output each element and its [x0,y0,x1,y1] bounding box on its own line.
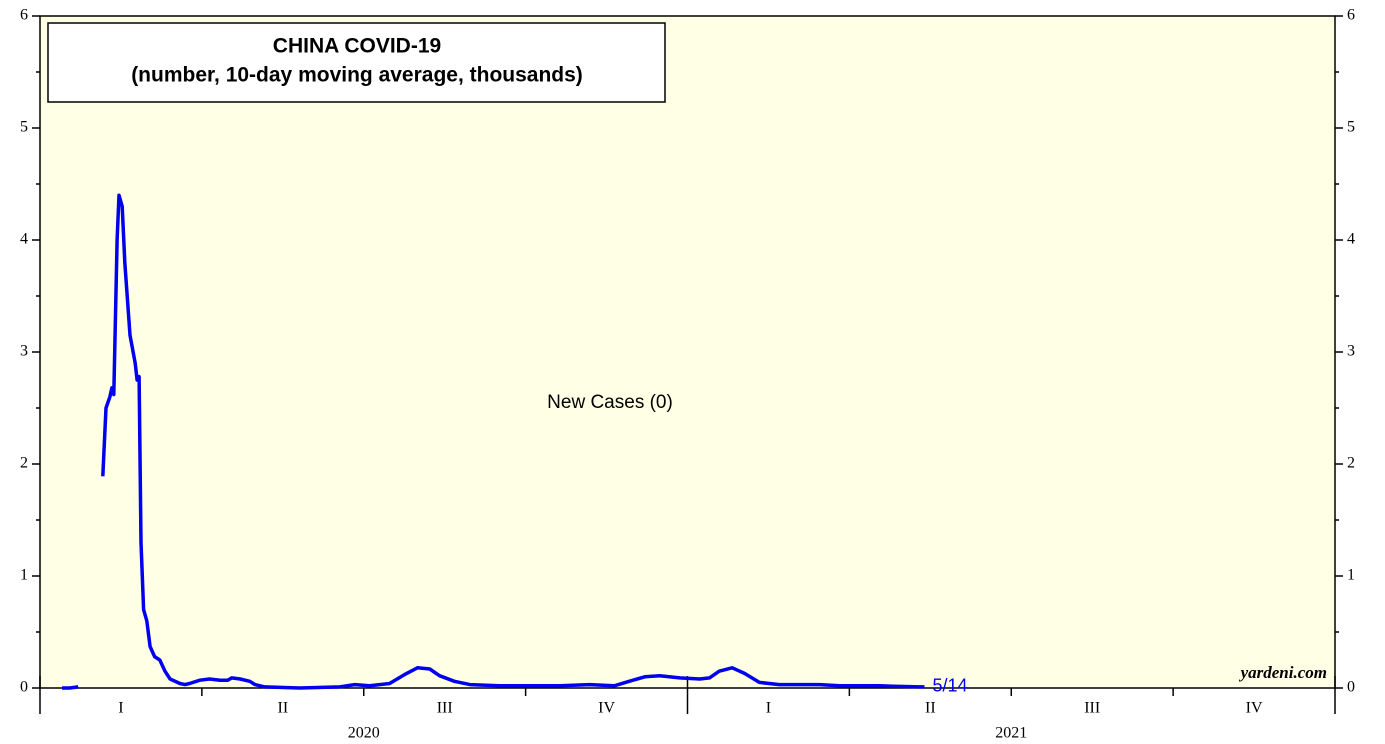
y-tick-label: 4 [20,231,28,248]
x-tick-label: III [1084,700,1100,717]
data-line [62,193,925,690]
x-tick-label: I [766,700,771,717]
y-tick-label: 6 [20,7,28,24]
x-tick-label: II [925,700,936,717]
chart-title: CHINA COVID-19 [273,35,441,58]
x-tick-label: IV [598,700,615,717]
y-tick-label: 0 [20,679,28,696]
x-tick-label: II [277,700,288,717]
y-tick-label: 3 [20,343,28,360]
y2-tick-label: 6 [1347,7,1355,24]
last-date-label: 5/14 [932,676,967,696]
source: yardeni.com [1239,663,1327,682]
y2-tick-label: 4 [1347,231,1355,248]
y2-tick-label: 1 [1347,567,1355,584]
y2-tick-label: 3 [1347,343,1355,360]
y-tick-label: 5 [20,119,28,136]
y2-tick-label: 2 [1347,455,1355,472]
y-tick-label: 2 [20,455,28,472]
year-label: 2020 [348,725,380,742]
y2-tick-label: 0 [1347,679,1355,696]
chart-subtitle: (number, 10-day moving average, thousand… [131,64,583,87]
series-label: New Cases (0) [547,392,673,413]
y2-tick-label: 5 [1347,119,1355,136]
x-tick-label: I [118,700,123,717]
x-tick-label: III [437,700,453,717]
x-tick-label: IV [1246,700,1263,717]
year-label: 2021 [995,725,1027,742]
plot-area [40,16,1335,688]
title-box [47,22,666,103]
y-tick-label: 1 [20,567,28,584]
